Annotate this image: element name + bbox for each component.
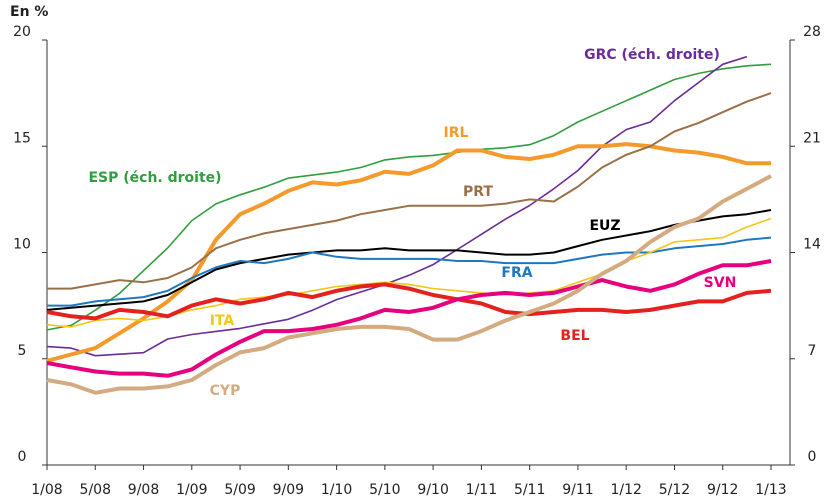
series-line (46, 259, 772, 378)
y-tick-label: 0 (18, 449, 27, 465)
x-tick-label: 5/08 (80, 482, 111, 498)
series-line (46, 55, 748, 357)
y2-tick-label: 21 (803, 130, 821, 146)
series-label: IRL (444, 125, 469, 141)
x-tick-label: 1/09 (176, 482, 207, 498)
y2-tick-label: 14 (803, 237, 821, 253)
series-label: SVN (704, 275, 737, 291)
y-tick-label: 5 (18, 343, 27, 359)
x-tick-label: 5/12 (659, 482, 690, 498)
series-label: FRA (501, 265, 532, 281)
y-tick-label: 15 (13, 130, 31, 146)
series-label: GRC (éch. droite) (584, 47, 720, 63)
x-tick-label: 9/09 (273, 482, 304, 498)
series-label: BEL (560, 328, 589, 344)
x-tick-label: 9/11 (562, 482, 593, 498)
x-tick-label: 5/11 (514, 482, 545, 498)
series-label: PRT (463, 184, 493, 200)
x-tick-label: 1/13 (755, 482, 786, 498)
y2-tick-label: 0 (808, 449, 817, 465)
series-line (46, 174, 772, 395)
x-tick-label: 1/12 (610, 482, 641, 498)
x-tick-label: 1/10 (321, 482, 352, 498)
series-label: ESP (éch. droite) (88, 170, 221, 186)
x-tick-label: 5/09 (224, 482, 255, 498)
x-tick-label: 9/12 (707, 482, 738, 498)
y-axis-unit: En % (10, 4, 48, 20)
y2-tick-label: 7 (808, 343, 817, 359)
series-label: ITA (210, 313, 235, 329)
y-tick-label: 10 (13, 237, 31, 253)
x-tick-label: 9/08 (128, 482, 159, 498)
series-label: CYP (210, 383, 241, 399)
x-tick-label: 1/11 (466, 482, 497, 498)
series-line (47, 92, 772, 290)
y2-tick-label: 28 (803, 24, 821, 40)
x-tick-label: 9/10 (417, 482, 448, 498)
x-tick-label: 1/08 (31, 482, 62, 498)
y-tick-label: 20 (13, 24, 31, 40)
series-line (46, 209, 772, 311)
series-line (46, 63, 772, 331)
series-line (46, 282, 772, 321)
x-tick-label: 5/10 (369, 482, 400, 498)
series-label: EUZ (589, 218, 620, 234)
